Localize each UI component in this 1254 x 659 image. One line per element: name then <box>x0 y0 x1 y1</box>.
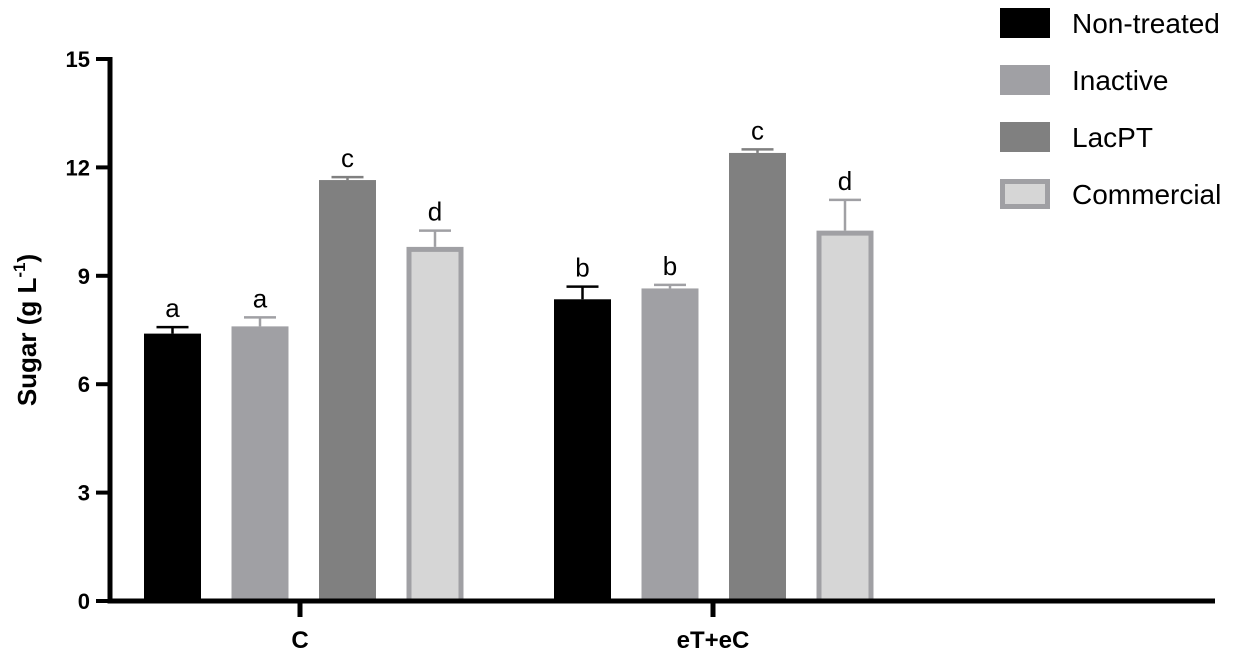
error-bar <box>331 175 364 181</box>
y-axis-label-close: ) <box>12 254 42 263</box>
legend-item: Commercial <box>1000 179 1221 210</box>
error-bar <box>829 198 861 231</box>
legend-label: Commercial <box>1072 179 1221 210</box>
legend-item: Inactive <box>1000 65 1169 96</box>
bar-inactive-c <box>231 326 289 601</box>
bar-inactive-et-ec <box>641 288 699 601</box>
bar-lacpt-c <box>319 180 376 601</box>
y-axis: 0 3 6 9 12 15 <box>66 47 113 614</box>
legend-swatch <box>1000 122 1050 152</box>
y-tick-label: 12 <box>66 155 90 180</box>
y-tick-label: 9 <box>78 264 90 289</box>
y-axis-label-main: Sugar (g L <box>12 278 42 407</box>
significance-label: b <box>575 253 589 283</box>
error-bar <box>654 283 686 289</box>
error-bar <box>419 229 451 247</box>
significance-label: d <box>838 166 852 196</box>
bar-non-treated-c <box>144 333 201 601</box>
error-bar <box>741 148 774 153</box>
legend-item: Non-treated <box>1000 8 1220 39</box>
error-bar <box>566 285 599 300</box>
y-tick-label: 15 <box>66 47 90 72</box>
bar-commercial-et-ec <box>816 230 874 604</box>
significance-label: a <box>253 283 268 313</box>
legend-label: Inactive <box>1072 65 1169 96</box>
legend-item: LacPT <box>1000 122 1153 153</box>
bar-non-treated-et-ec <box>554 299 611 601</box>
y-tick-label: 0 <box>78 589 90 614</box>
legend-label: Non-treated <box>1072 8 1220 39</box>
bar-commercial-c <box>406 246 464 604</box>
error-bar <box>156 325 189 334</box>
significance-label: d <box>428 197 442 227</box>
legend: Non-treated Inactive LacPT Commercial <box>1000 8 1221 210</box>
significance-labels-group: a b a b c c d d <box>165 115 852 323</box>
y-axis-label-sup: -1 <box>10 262 29 277</box>
bar-lacpt-et-ec <box>729 152 786 602</box>
bars-group <box>144 152 874 604</box>
legend-swatch <box>1000 179 1050 209</box>
y-axis-label: Sugar (g L-1) <box>10 254 42 406</box>
significance-label: b <box>663 251 677 281</box>
y-tick-label: 3 <box>78 481 90 506</box>
error-bar <box>244 316 276 327</box>
y-tick-label: 6 <box>78 372 90 397</box>
legend-swatch <box>1000 8 1050 38</box>
legend-label: LacPT <box>1072 122 1153 153</box>
error-bars-group <box>156 148 861 334</box>
significance-label: c <box>341 143 354 173</box>
x-tick-label: eT+eC <box>677 627 750 654</box>
x-tick-label: C <box>291 627 308 654</box>
significance-label: c <box>751 115 764 145</box>
legend-swatch <box>1000 65 1050 95</box>
significance-label: a <box>165 293 180 323</box>
